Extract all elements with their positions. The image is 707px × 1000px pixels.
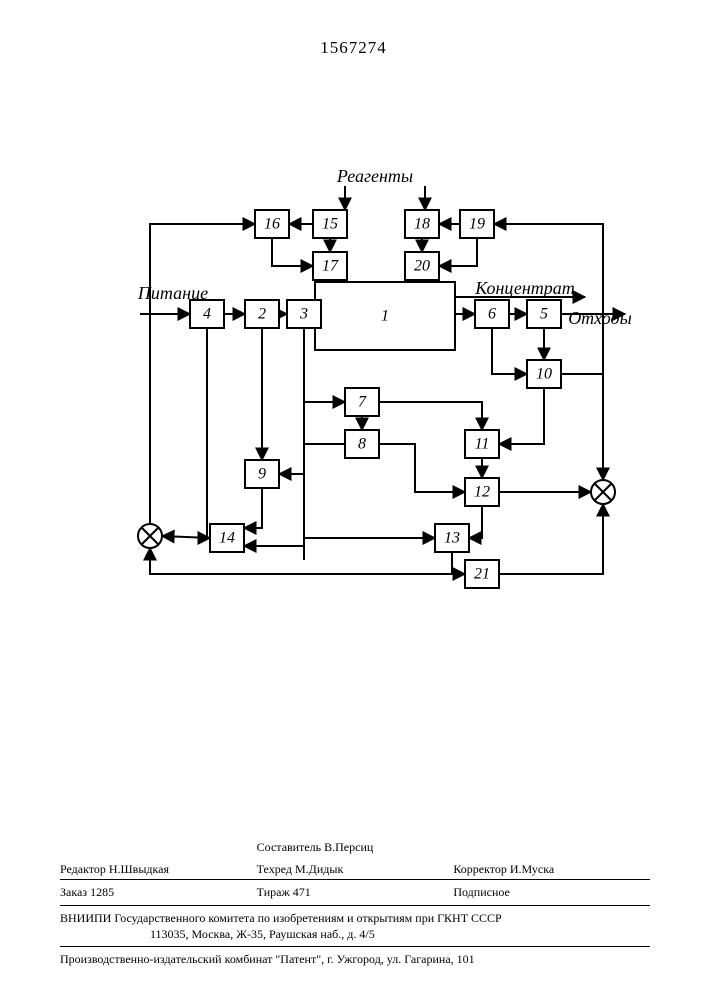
- svg-text:Отходы: Отходы: [568, 308, 632, 328]
- svg-text:Реагенты: Реагенты: [336, 166, 413, 186]
- corrector-label: Корректор: [453, 862, 507, 876]
- svg-text:21: 21: [474, 566, 490, 583]
- svg-text:16: 16: [264, 216, 280, 233]
- svg-text:19: 19: [469, 216, 485, 233]
- svg-text:9: 9: [258, 466, 266, 483]
- publisher-line: Производственно-издательский комбинат "П…: [60, 946, 650, 971]
- org-name: ВНИИПИ Государственного комитета по изоб…: [60, 910, 650, 926]
- svg-text:10: 10: [536, 366, 552, 383]
- svg-text:2: 2: [258, 306, 266, 323]
- editor-name: Н.Швыдкая: [109, 862, 169, 876]
- svg-text:5: 5: [540, 306, 548, 323]
- editor-label: Редактор: [60, 862, 106, 876]
- tech-label: Техред: [257, 862, 292, 876]
- tirazh-number: 471: [293, 885, 311, 899]
- svg-text:Питание: Питание: [137, 283, 208, 303]
- svg-text:17: 17: [322, 258, 339, 275]
- svg-text:4: 4: [203, 306, 211, 323]
- svg-text:1: 1: [381, 308, 389, 325]
- order-label: Заказ: [60, 885, 87, 899]
- svg-text:Концентрат: Концентрат: [474, 278, 575, 298]
- svg-text:11: 11: [475, 436, 490, 453]
- svg-text:7: 7: [358, 394, 367, 411]
- svg-text:6: 6: [488, 306, 496, 323]
- footer-block: Составитель В.Персиц Редактор Н.Швыдкая …: [60, 835, 650, 971]
- svg-text:20: 20: [414, 258, 430, 275]
- svg-text:13: 13: [444, 530, 460, 547]
- compiler-name: В.Персиц: [324, 840, 373, 854]
- org-address: 113035, Москва, Ж-35, Раушская наб., д. …: [60, 926, 650, 942]
- block-diagram: 123456789101112131415161718192021 Реаген…: [55, 100, 655, 620]
- tech-name: М.Дидык: [295, 862, 343, 876]
- svg-text:18: 18: [414, 216, 430, 233]
- svg-text:15: 15: [322, 216, 338, 233]
- svg-text:8: 8: [358, 436, 366, 453]
- subscribed-label: Подписное: [453, 885, 510, 899]
- corrector-name: И.Муска: [510, 862, 554, 876]
- svg-text:14: 14: [219, 530, 235, 547]
- compiler-label: Составитель: [257, 840, 321, 854]
- order-number: 1285: [90, 885, 114, 899]
- svg-text:3: 3: [299, 306, 308, 323]
- tirazh-label: Тираж: [257, 885, 290, 899]
- svg-text:12: 12: [474, 484, 490, 501]
- patent-number: 1567274: [0, 38, 707, 58]
